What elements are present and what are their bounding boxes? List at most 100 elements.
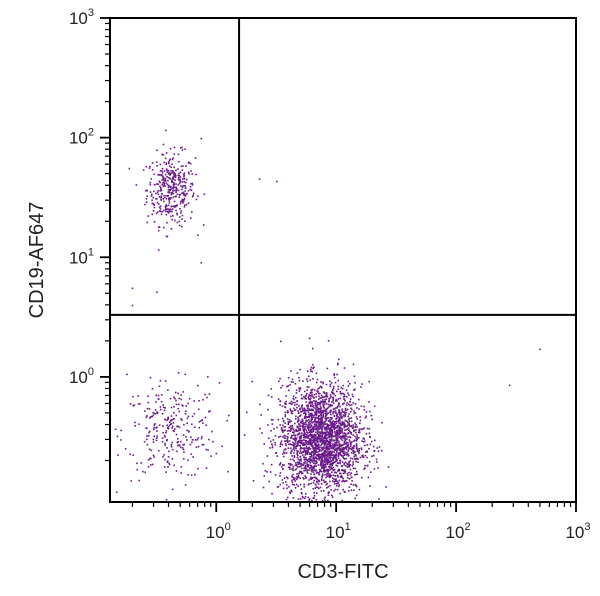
data-point [131, 304, 134, 307]
data-point [319, 463, 322, 466]
data-point [324, 460, 327, 463]
data-point [355, 423, 357, 426]
data-point [310, 455, 313, 457]
data-point [189, 185, 192, 188]
data-point [304, 454, 307, 456]
data-point [310, 425, 313, 428]
data-point [336, 465, 339, 467]
data-point [325, 417, 328, 420]
data-point [310, 409, 312, 411]
data-point [329, 445, 332, 448]
data-point [221, 445, 224, 448]
data-point [352, 363, 355, 366]
data-point [290, 370, 292, 372]
data-point [365, 433, 368, 435]
data-point [296, 400, 299, 402]
data-point [343, 490, 346, 493]
data-point [177, 440, 179, 443]
data-point [354, 388, 356, 391]
data-point [294, 477, 296, 479]
data-point [168, 421, 171, 424]
data-point [323, 455, 326, 458]
data-point [353, 439, 356, 442]
data-point [164, 205, 167, 208]
data-point [181, 188, 183, 191]
data-point [313, 393, 316, 396]
data-point [303, 485, 306, 488]
data-point [340, 435, 343, 438]
data-point [331, 391, 333, 393]
data-point [325, 392, 328, 394]
data-point [314, 408, 317, 410]
data-point [336, 425, 339, 427]
data-point [306, 378, 308, 380]
data-point [335, 450, 338, 452]
data-point [173, 166, 175, 169]
data-point [162, 404, 165, 406]
data-point [316, 429, 318, 431]
data-point [182, 173, 185, 176]
data-point [349, 398, 352, 400]
data-point [188, 431, 190, 433]
data-point [316, 439, 319, 441]
data-point [317, 408, 319, 410]
data-point [340, 427, 342, 430]
data-point [305, 401, 308, 403]
data-point [184, 204, 186, 206]
data-point [313, 440, 316, 442]
data-point [281, 405, 284, 407]
data-point [179, 147, 182, 149]
data-point [159, 406, 162, 408]
data-point [364, 451, 367, 453]
data-point [358, 422, 361, 425]
data-point [303, 497, 306, 500]
data-point [335, 435, 337, 438]
data-point [356, 438, 358, 441]
data-point [166, 176, 168, 178]
data-point [329, 397, 331, 399]
data-point [173, 173, 175, 175]
data-point [325, 440, 328, 443]
data-point [309, 457, 311, 460]
data-point [334, 454, 336, 457]
data-point [324, 458, 326, 460]
data-point [170, 170, 172, 172]
data-point [377, 467, 379, 469]
data-point [318, 449, 321, 452]
data-point [167, 169, 170, 172]
data-point [182, 200, 185, 203]
data-point [336, 451, 338, 454]
data-point [283, 464, 285, 466]
data-point [354, 473, 356, 476]
data-point [165, 213, 168, 216]
data-point [204, 416, 207, 419]
data-point [333, 410, 335, 413]
data-point [295, 392, 298, 394]
data-point [280, 442, 282, 444]
data-point [194, 473, 196, 476]
data-point [159, 185, 161, 188]
data-point [368, 461, 371, 463]
data-point [156, 164, 158, 167]
data-point [343, 447, 346, 449]
plot-frame [109, 17, 577, 503]
data-point [115, 491, 118, 494]
data-point [287, 463, 290, 465]
data-point [324, 449, 327, 452]
data-point [172, 178, 175, 181]
data-point [306, 462, 308, 464]
data-point [308, 375, 310, 378]
data-point [328, 434, 331, 436]
data-point [325, 415, 327, 417]
data-point [368, 380, 371, 383]
data-point [335, 447, 337, 449]
data-point [166, 424, 168, 427]
data-point [336, 426, 339, 429]
data-point [332, 446, 334, 448]
data-point [152, 441, 155, 443]
data-point [332, 477, 334, 479]
data-point [302, 442, 304, 444]
data-point [143, 440, 146, 443]
data-point [161, 440, 164, 443]
data-point [341, 415, 344, 418]
